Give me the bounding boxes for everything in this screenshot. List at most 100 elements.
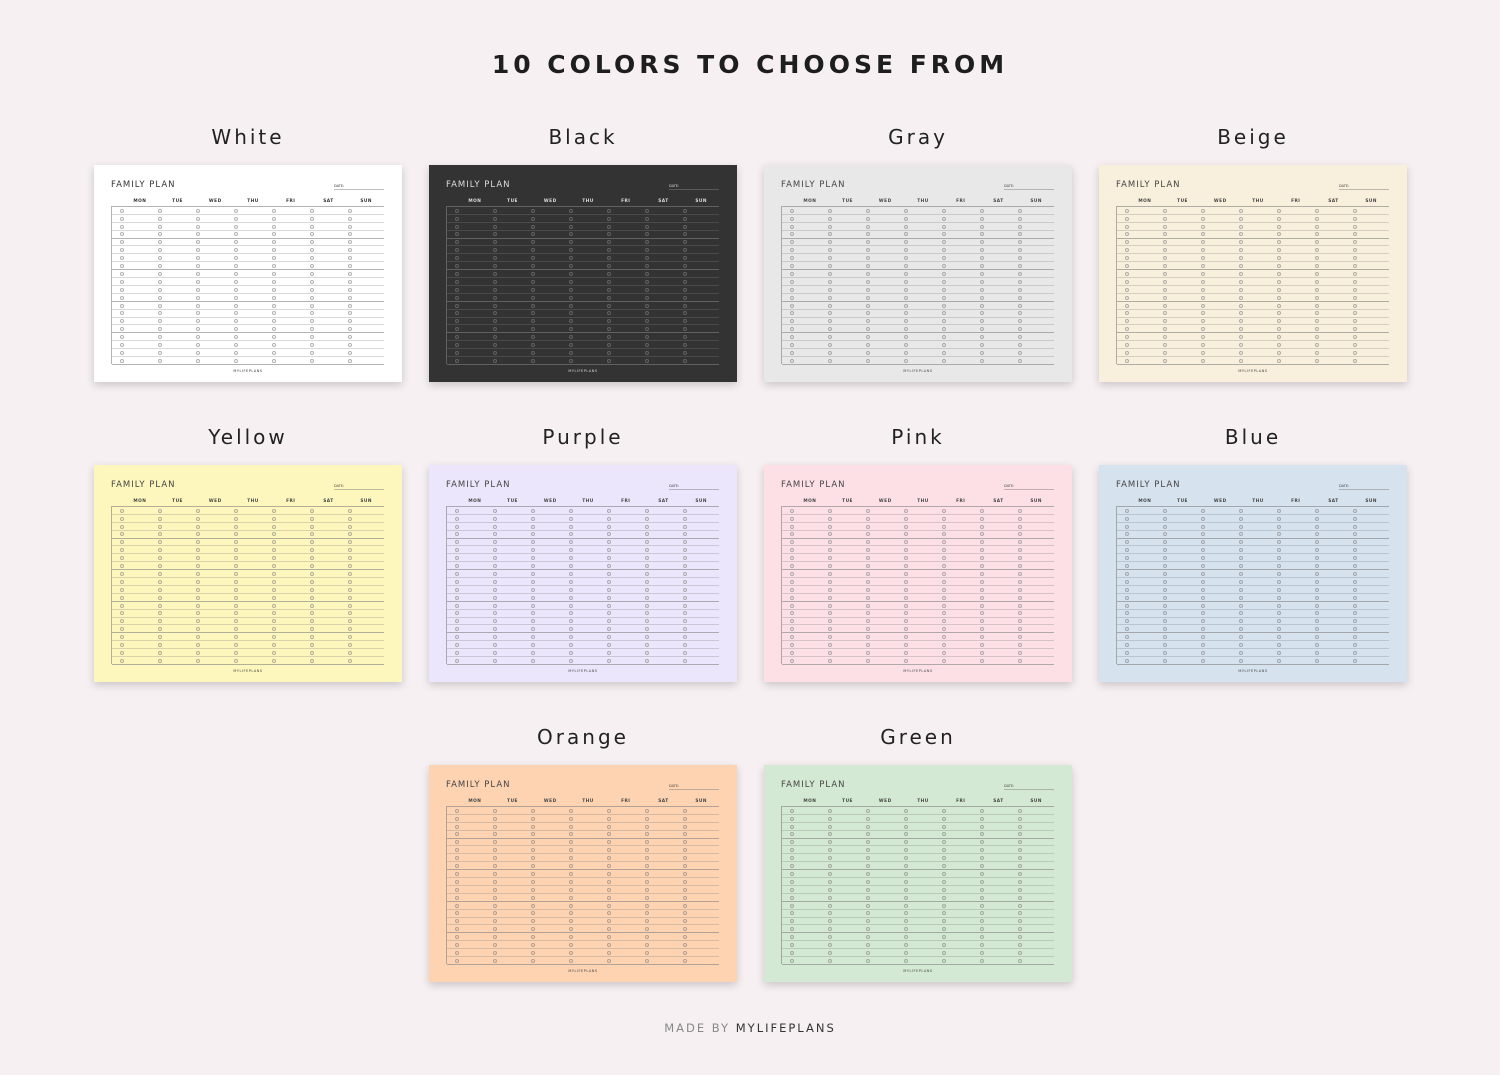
checkbox-circle-icon <box>828 879 832 884</box>
grid-row <box>782 594 1054 602</box>
checkbox-circle-icon <box>348 287 352 292</box>
grid-row <box>782 262 1054 271</box>
checkbox-circle-icon <box>904 295 908 300</box>
checkbox-circle-icon <box>980 658 984 663</box>
checkbox-circle-icon <box>942 824 946 829</box>
checkbox-circle-icon <box>1018 358 1022 363</box>
checkbox-circle-icon <box>790 540 794 545</box>
grid-row <box>782 831 1054 839</box>
checkbox-circle-icon <box>942 864 946 869</box>
checkbox-circle-icon <box>1163 627 1167 632</box>
checkbox-circle-icon <box>234 540 238 545</box>
checkbox-circle-icon <box>607 319 611 324</box>
checkbox-circle-icon <box>866 824 870 829</box>
checkbox-circle-icon <box>942 271 946 276</box>
checkbox-circle-icon <box>455 264 459 269</box>
checkbox-circle-icon <box>828 524 832 529</box>
checkbox-circle-icon <box>645 943 649 948</box>
checkbox-circle-icon <box>683 619 687 624</box>
checkbox-circle-icon <box>1277 611 1281 616</box>
checkbox-circle-icon <box>1018 619 1022 624</box>
checkbox-circle-icon <box>942 208 946 213</box>
checkbox-circle-icon <box>904 658 908 663</box>
checkbox-circle-icon <box>234 327 238 332</box>
checkbox-circle-icon <box>866 343 870 348</box>
checkbox-circle-icon <box>310 516 314 521</box>
grid-row <box>447 649 719 658</box>
checkbox-circle-icon <box>1018 635 1022 640</box>
checkbox-circle-icon <box>1277 311 1281 316</box>
checkbox-circle-icon <box>234 279 238 284</box>
checkbox-circle-icon <box>1277 579 1281 584</box>
checkbox-circle-icon <box>607 216 611 221</box>
checkbox-circle-icon <box>455 224 459 229</box>
checkbox-circle-icon <box>790 343 794 348</box>
checkbox-circle-icon <box>1353 627 1357 632</box>
checkbox-circle-icon <box>1201 595 1205 600</box>
checkbox-circle-icon <box>866 958 870 963</box>
checkbox-circle-icon <box>348 635 352 640</box>
checkbox-circle-icon <box>196 343 200 348</box>
day-label: FRI <box>956 799 966 804</box>
checkbox-circle-icon <box>569 508 573 513</box>
checkbox-circle-icon <box>683 627 687 632</box>
checkbox-circle-icon <box>828 816 832 821</box>
checkbox-circle-icon <box>1125 248 1129 253</box>
day-label: SUN <box>1030 799 1043 804</box>
checkbox-circle-icon <box>1353 216 1357 221</box>
checkbox-circle-icon <box>683 643 687 648</box>
checkbox-circle-icon <box>1125 658 1129 663</box>
checkbox-circle-icon <box>1353 311 1357 316</box>
checkbox-circle-icon <box>1125 650 1129 655</box>
checkbox-circle-icon <box>531 643 535 648</box>
checkbox-circle-icon <box>569 343 573 348</box>
checkbox-circle-icon <box>683 595 687 600</box>
checkbox-circle-icon <box>310 564 314 569</box>
checkbox-circle-icon <box>1201 264 1205 269</box>
grid-row <box>447 539 719 547</box>
checkbox-circle-icon <box>1353 232 1357 237</box>
checkbox-circle-icon <box>980 319 984 324</box>
checkbox-circle-icon <box>607 240 611 245</box>
checkbox-circle-icon <box>1315 232 1319 237</box>
checkbox-circle-icon <box>569 927 573 932</box>
checkbox-circle-icon <box>1201 658 1205 663</box>
checkbox-circle-icon <box>1239 264 1243 269</box>
planner-preview-white: FAMILY PLAN DATE: MON TUE WED THU FRI SAT SUN MYL… <box>94 165 402 382</box>
checkbox-circle-icon <box>980 295 984 300</box>
checkbox-circle-icon <box>790 350 794 355</box>
grid-row <box>112 507 384 515</box>
checkbox-circle-icon <box>683 548 687 553</box>
checkbox-circle-icon <box>272 240 276 245</box>
grid-row <box>112 618 384 626</box>
checkbox-circle-icon <box>1277 256 1281 261</box>
checkbox-circle-icon <box>828 516 832 521</box>
checkbox-circle-icon <box>828 887 832 892</box>
planner-footer: MYLIFEPLANS <box>1238 669 1268 673</box>
day-label: MON <box>803 499 817 504</box>
checkbox-circle-icon <box>942 279 946 284</box>
checkbox-circle-icon <box>904 548 908 553</box>
grid-row <box>447 318 719 326</box>
checkbox-circle-icon <box>828 808 832 813</box>
checkbox-circle-icon <box>980 579 984 584</box>
checkbox-circle-icon <box>980 335 984 340</box>
checkbox-circle-icon <box>493 816 497 821</box>
checkbox-circle-icon <box>607 587 611 592</box>
checkbox-circle-icon <box>904 216 908 221</box>
checkbox-circle-icon <box>569 556 573 561</box>
day-label: WED <box>1213 499 1227 504</box>
checkbox-circle-icon <box>531 343 535 348</box>
checkbox-circle-icon <box>531 311 535 316</box>
checkbox-circle-icon <box>120 240 124 245</box>
checkbox-circle-icon <box>1201 524 1205 529</box>
checkbox-circle-icon <box>272 611 276 616</box>
checkbox-circle-icon <box>272 327 276 332</box>
grid-row <box>1117 539 1389 547</box>
checkbox-circle-icon <box>1239 358 1243 363</box>
day-label: SAT <box>658 199 669 204</box>
planner-grid <box>446 506 719 665</box>
checkbox-circle-icon <box>1353 208 1357 213</box>
day-label: WED <box>878 499 892 504</box>
checkbox-circle-icon <box>942 635 946 640</box>
